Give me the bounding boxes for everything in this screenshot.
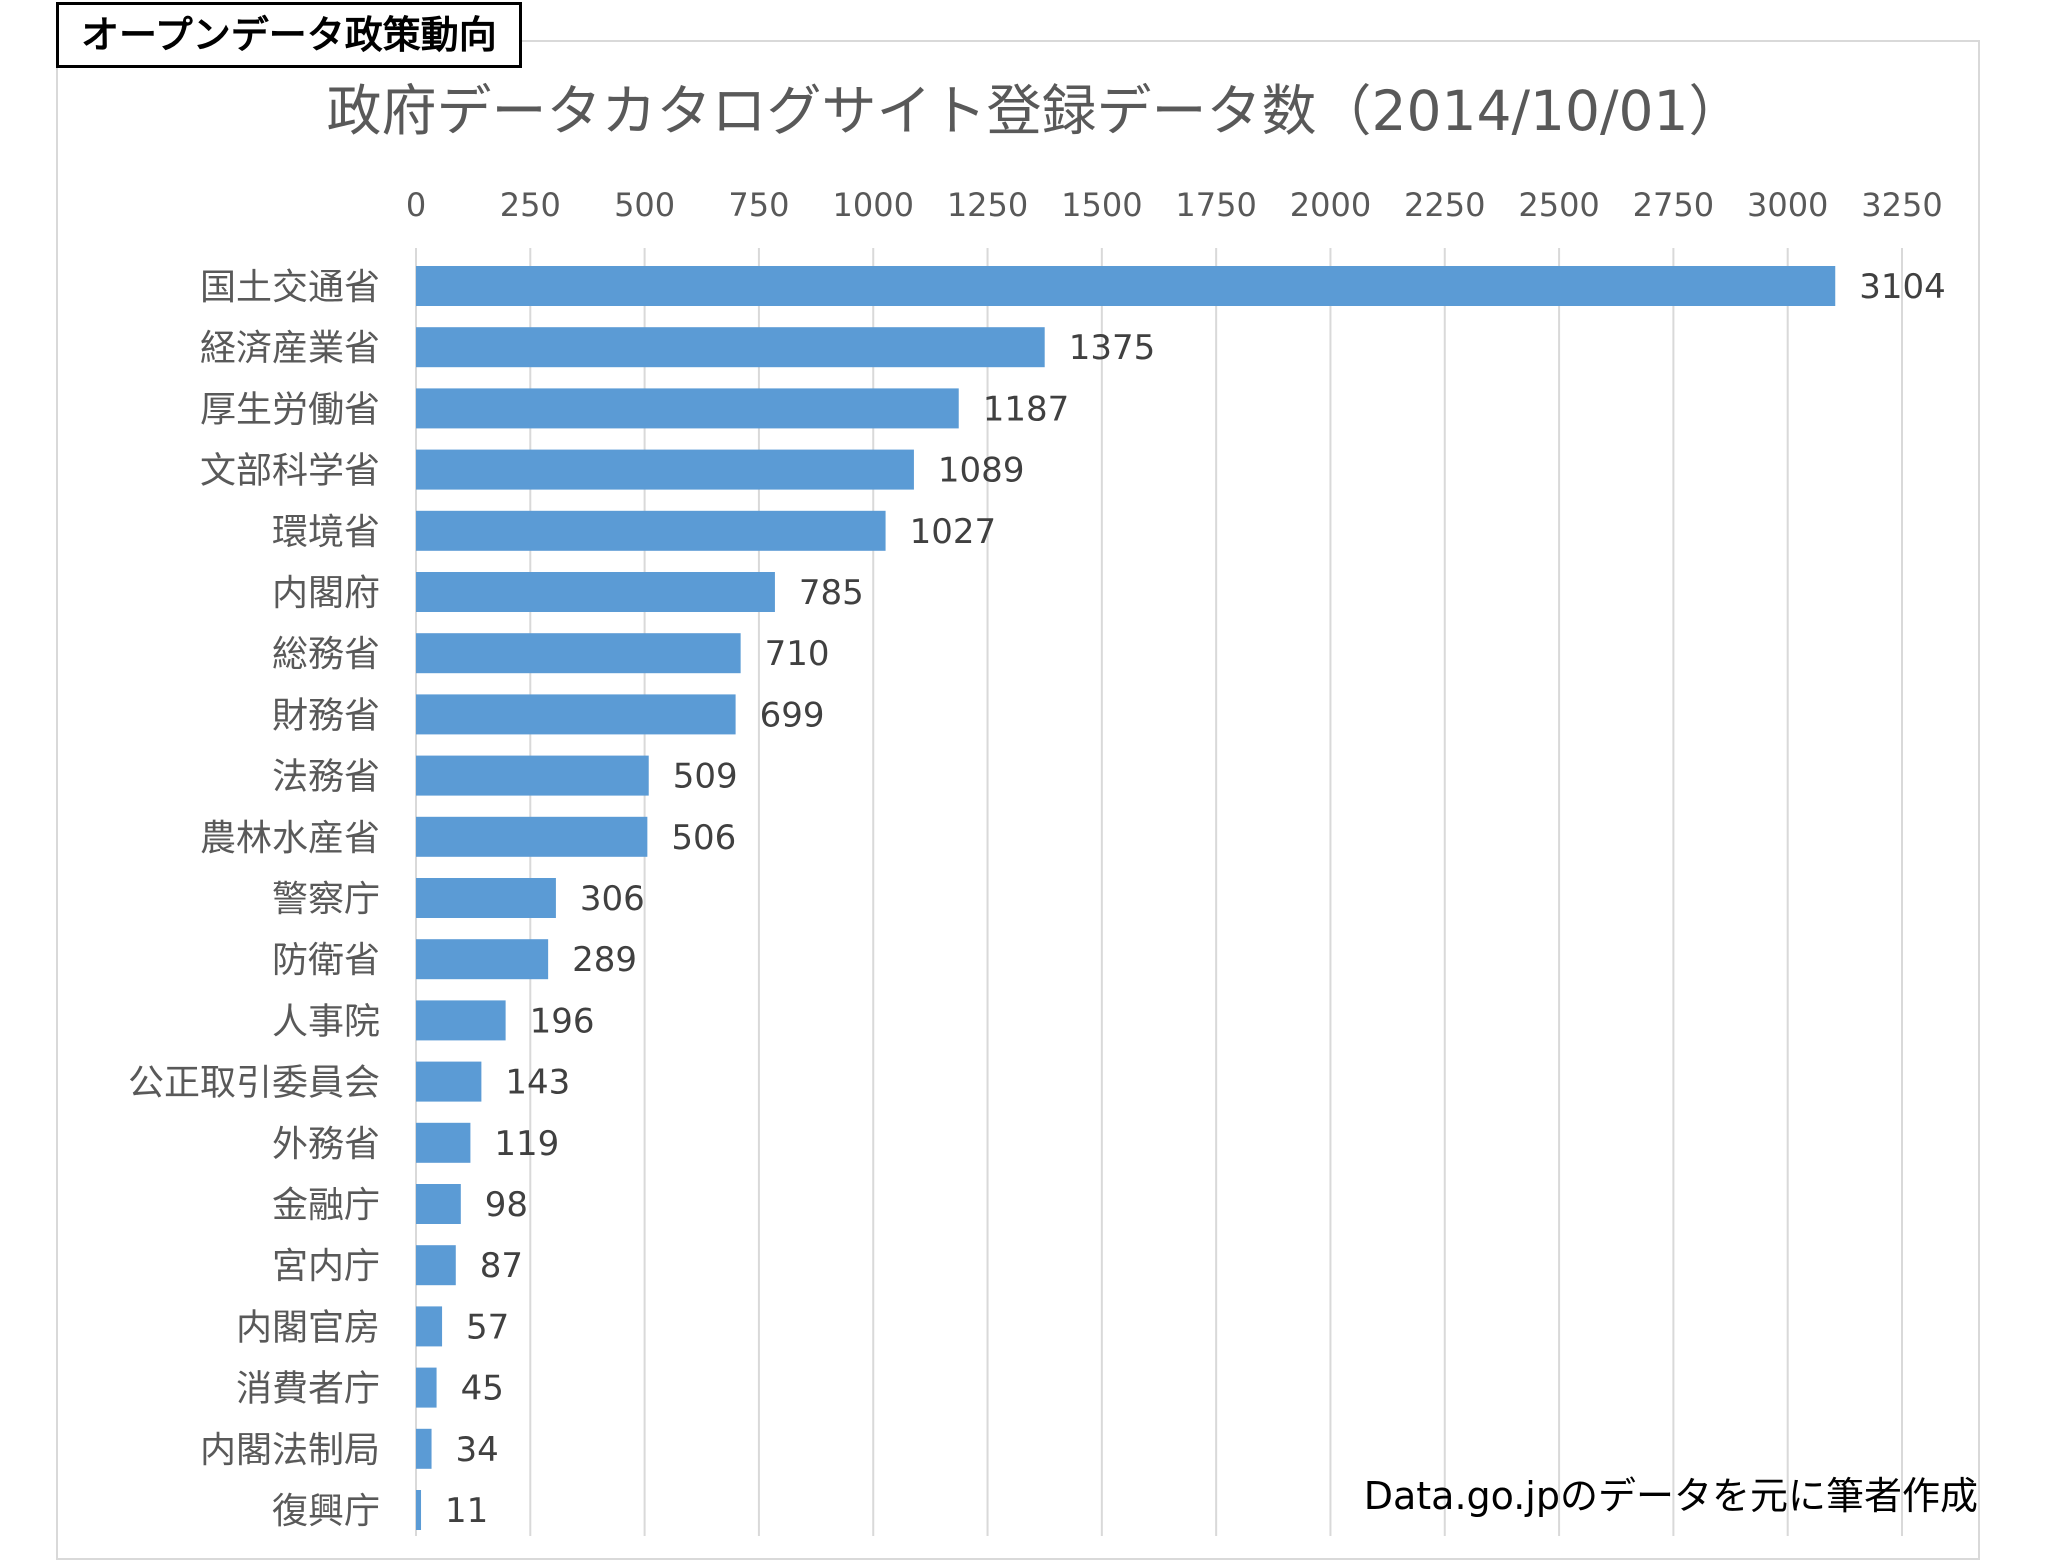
category-label-10: 警察庁: [272, 879, 380, 920]
data-label-8: 509: [673, 757, 738, 797]
data-label-18: 45: [461, 1369, 504, 1409]
tick-label-6: 1500: [1061, 186, 1142, 224]
bar-15: [416, 1184, 461, 1224]
category-label-2: 厚生労働省: [200, 389, 380, 430]
bar-4: [416, 510, 886, 551]
data-label-7: 699: [760, 695, 825, 735]
bar-3: [416, 449, 914, 490]
topic-label: オープンデータ政策動向: [56, 2, 522, 68]
bar-7: [416, 694, 736, 735]
data-label-17: 57: [466, 1307, 509, 1347]
bar-0: [416, 266, 1836, 306]
bar-2: [416, 388, 959, 429]
category-labels: 国土交通省経済産業省厚生労働省文部科学省環境省内閣府総務省財務省法務省農林水産省…: [128, 267, 380, 1532]
tick-label-3: 750: [728, 186, 789, 224]
bar-17: [416, 1306, 443, 1347]
data-label-15: 98: [485, 1185, 528, 1225]
bar-18: [416, 1367, 437, 1408]
tick-label-5: 1250: [947, 186, 1028, 224]
data-label-16: 87: [480, 1246, 523, 1286]
bar-16: [416, 1245, 456, 1286]
bar-11: [416, 939, 549, 980]
data-label-3: 1089: [938, 451, 1025, 491]
bars: [416, 266, 1836, 1530]
category-label-19: 内閣法制局: [200, 1430, 380, 1471]
chart-title: 政府データカタログサイト登録データ数（2014/10/01）: [326, 79, 1743, 143]
data-label-9: 506: [671, 818, 736, 858]
category-label-17: 内閣官房: [236, 1307, 380, 1348]
category-label-1: 経済産業省: [200, 328, 380, 369]
tick-label-13: 3250: [1861, 186, 1942, 224]
tick-label-7: 1750: [1175, 186, 1256, 224]
category-label-3: 文部科学省: [200, 451, 380, 492]
data-label-1: 1375: [1069, 328, 1156, 368]
data-label-0: 3104: [1859, 267, 1946, 307]
category-label-13: 公正取引委員会: [128, 1063, 380, 1104]
data-label-12: 196: [530, 1001, 595, 1041]
category-label-6: 総務省: [272, 634, 380, 675]
category-label-20: 復興庁: [272, 1491, 380, 1532]
x-axis-ticks: 0 250 500 750 1000 1250 1500 1750 2000 2250 2500 27…: [406, 186, 1943, 224]
bar-6: [416, 633, 741, 674]
category-label-4: 環境省: [272, 512, 380, 553]
bar-19: [416, 1428, 432, 1469]
category-label-15: 金融庁: [272, 1185, 380, 1226]
category-label-14: 外務省: [272, 1124, 380, 1165]
tick-label-10: 2500: [1518, 186, 1599, 224]
data-label-20: 11: [445, 1491, 488, 1531]
tick-label-9: 2250: [1404, 186, 1485, 224]
category-label-12: 人事院: [272, 1001, 380, 1042]
data-labels: 3104137511871089102778571069950950630628…: [445, 267, 1946, 1531]
data-label-2: 1187: [983, 389, 1070, 429]
tick-label-8: 2000: [1290, 186, 1371, 224]
bar-5: [416, 572, 775, 612]
category-label-9: 農林水産省: [200, 818, 380, 859]
category-label-7: 財務省: [272, 695, 380, 736]
bar-1: [416, 327, 1045, 368]
source-note: Data.go.jpのデータを元に筆者作成: [1363, 1474, 1978, 1518]
bar-9: [416, 816, 648, 857]
bar-12: [416, 1000, 506, 1041]
data-label-14: 119: [494, 1124, 559, 1164]
data-label-19: 34: [456, 1430, 499, 1470]
bar-20: [416, 1490, 422, 1530]
category-label-5: 内閣府: [272, 573, 380, 614]
category-label-18: 消費者庁: [236, 1369, 380, 1410]
tick-label-4: 1000: [833, 186, 914, 224]
bar-8: [416, 755, 649, 796]
data-label-5: 785: [799, 573, 864, 613]
tick-label-12: 3000: [1747, 186, 1828, 224]
bar-10: [416, 878, 556, 918]
tick-label-1: 250: [500, 186, 561, 224]
bar-14: [416, 1122, 471, 1163]
tick-label-2: 500: [614, 186, 675, 224]
category-label-8: 法務省: [272, 757, 380, 798]
data-label-13: 143: [505, 1063, 570, 1103]
bar-13: [416, 1061, 482, 1102]
data-label-11: 289: [572, 940, 637, 980]
category-label-16: 宮内庁: [272, 1246, 380, 1287]
data-label-4: 1027: [910, 512, 997, 552]
tick-label-0: 0: [406, 186, 426, 224]
data-label-10: 306: [580, 879, 645, 919]
tick-label-11: 2750: [1633, 186, 1714, 224]
category-label-0: 国土交通省: [200, 267, 380, 308]
category-label-11: 防衛省: [272, 940, 380, 981]
data-label-6: 710: [765, 634, 830, 674]
